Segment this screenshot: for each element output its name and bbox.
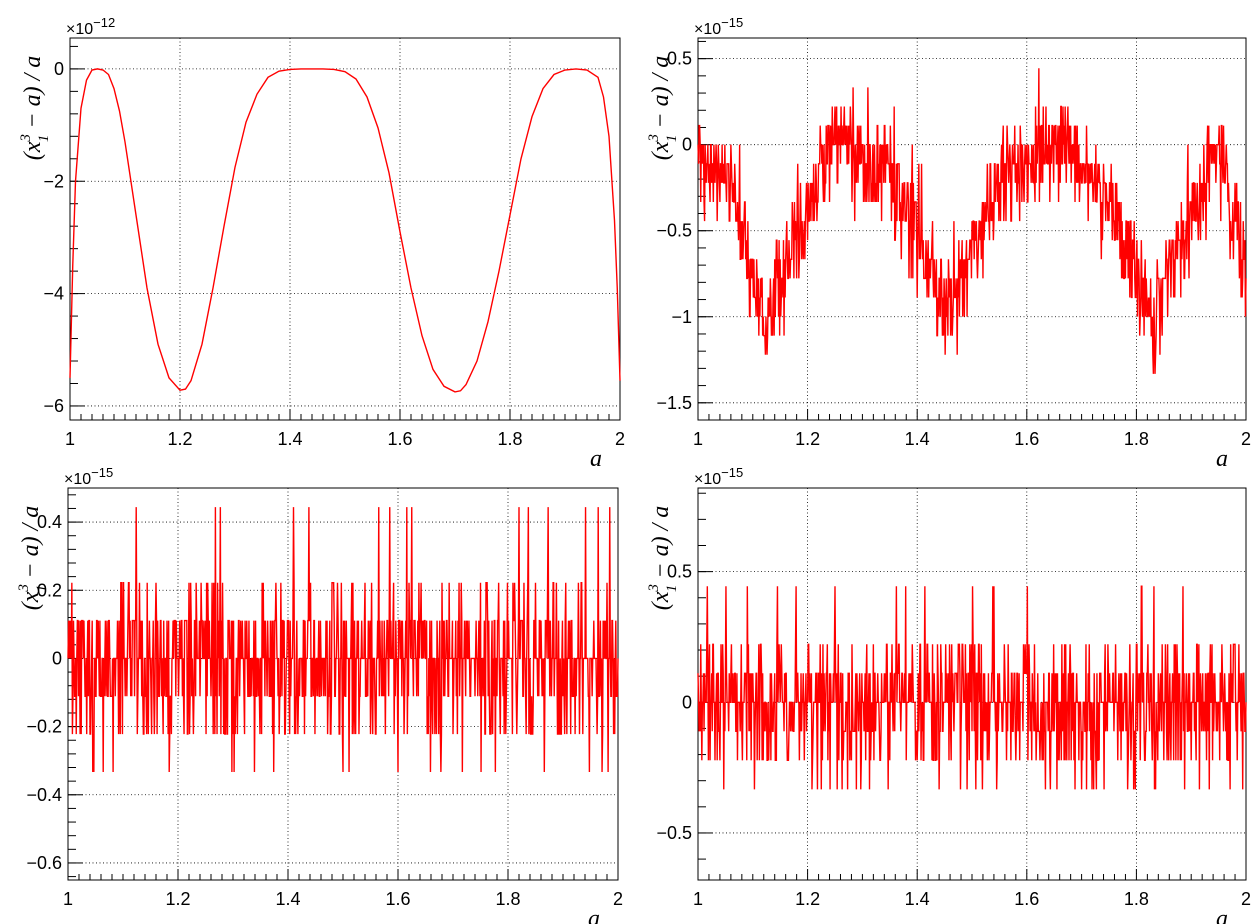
exponent-power: −15 bbox=[721, 15, 743, 30]
y-tick-label: −4 bbox=[43, 284, 64, 304]
y-axis-label-part: 1 bbox=[664, 585, 680, 593]
x-tick-label: 2 bbox=[615, 429, 625, 449]
y-axis-label-part: − a) / a bbox=[648, 506, 674, 585]
x-tick-label: 1.4 bbox=[277, 429, 302, 449]
plot-frame bbox=[69, 37, 621, 421]
data-series-line bbox=[697, 585, 1247, 790]
x-tick-label: 1.6 bbox=[387, 429, 412, 449]
y-axis-label-part: (x bbox=[648, 591, 674, 610]
panel-bottom-right: 1 1.2 1.4 1.6 1.8 2−0.500.5×10−15(x3 1 − a) / … bbox=[646, 465, 1251, 924]
y-tick-label: −0.2 bbox=[26, 717, 62, 737]
x-tick-label: 1.4 bbox=[905, 429, 930, 449]
panel-top-left: 1 1.2 1.4 1.6 1.8 2−6−4−20×10−12(x3 1 − a) / a… bbox=[18, 15, 625, 472]
y-axis-label: (x3 1 − a) / a bbox=[646, 56, 680, 161]
y-tick-label: 0 bbox=[682, 135, 692, 155]
y-tick-label: −0.5 bbox=[656, 221, 692, 241]
y-tick-label: −1.5 bbox=[656, 393, 692, 413]
x-axis-label: a bbox=[590, 446, 602, 472]
y-axis-label-part: − a) / a bbox=[20, 56, 46, 135]
y-axis-label-part: 1 bbox=[664, 135, 680, 143]
y-tick-label: 0 bbox=[682, 692, 692, 712]
y-axis-label-part: 3 bbox=[646, 584, 662, 593]
y-tick-label: −0.4 bbox=[26, 785, 62, 805]
y-tick-label: 0 bbox=[54, 59, 64, 79]
y-axis-label-part: 1 bbox=[36, 135, 52, 143]
y-tick-label: 0.5 bbox=[667, 49, 692, 69]
y-axis-label: (x3 1 − a) / a bbox=[16, 506, 50, 611]
exponent-label: ×10−15 bbox=[694, 15, 743, 38]
x-tick-label: 1.8 bbox=[497, 429, 522, 449]
x-tick-label: 1 bbox=[693, 889, 703, 909]
y-axis-label-part: − a) / a bbox=[648, 56, 674, 135]
x-tick-label: 2 bbox=[1241, 889, 1251, 909]
panel-top-right: 1 1.2 1.4 1.6 1.8 2−1.5−1−0.500.5×10−15(x3 1 −… bbox=[646, 15, 1251, 472]
exponent-base: ×10 bbox=[694, 21, 721, 38]
exponent-base: ×10 bbox=[694, 471, 721, 488]
exponent-base: ×10 bbox=[64, 471, 91, 488]
exponent-power: −15 bbox=[721, 465, 743, 480]
y-axis-label-part: 3 bbox=[646, 134, 662, 143]
x-tick-label: 1.2 bbox=[795, 429, 820, 449]
y-tick-label: 0.4 bbox=[37, 512, 62, 532]
data-series-line bbox=[69, 68, 621, 393]
y-axis-label-part: 3 bbox=[16, 584, 32, 593]
y-axis-label: (x3 1 − a) / a bbox=[18, 56, 52, 161]
x-tick-label: 1.6 bbox=[1014, 889, 1039, 909]
x-tick-label: 1.4 bbox=[275, 889, 300, 909]
x-axis-label: a bbox=[1216, 446, 1228, 472]
exponent-base: ×10 bbox=[66, 21, 93, 38]
y-tick-label: −1 bbox=[671, 307, 692, 327]
data-series-line bbox=[67, 507, 619, 772]
y-tick-label: −0.5 bbox=[656, 823, 692, 843]
y-axis-label: (x3 1 − a) / a bbox=[646, 506, 680, 611]
y-tick-label: −6 bbox=[43, 396, 64, 416]
y-tick-label: 0.5 bbox=[667, 562, 692, 582]
x-tick-label: 1.8 bbox=[1124, 889, 1149, 909]
x-tick-label: 1.2 bbox=[165, 889, 190, 909]
x-tick-label: 1 bbox=[63, 889, 73, 909]
panel-bottom-left: 1 1.2 1.4 1.6 1.8 2 −0.6 −0.4 −0.2 0 0.2 0.4 ×10−15 (… bbox=[16, 465, 623, 924]
data-series-line bbox=[697, 68, 1247, 374]
y-axis-label-part: (x bbox=[18, 591, 44, 610]
x-axis-label: a bbox=[588, 906, 600, 924]
y-axis-label-part: 1 bbox=[34, 585, 50, 593]
y-axis-label-part: 3 bbox=[18, 134, 34, 143]
x-tick-label: 2 bbox=[613, 889, 623, 909]
y-tick-label: −0.6 bbox=[26, 853, 62, 873]
x-tick-label: 1.6 bbox=[1014, 429, 1039, 449]
exponent-power: −12 bbox=[93, 15, 115, 30]
x-tick-label: 2 bbox=[1241, 429, 1251, 449]
y-tick-label: −2 bbox=[43, 171, 64, 191]
x-tick-label: 1.6 bbox=[385, 889, 410, 909]
x-tick-label: 1.4 bbox=[905, 889, 930, 909]
x-tick-label: 1.8 bbox=[1124, 429, 1149, 449]
x-tick-label: 1.8 bbox=[495, 889, 520, 909]
x-tick-label: 1 bbox=[693, 429, 703, 449]
y-tick-label: 0 bbox=[52, 648, 62, 668]
exponent-label: ×10−12 bbox=[66, 15, 115, 38]
x-tick-label: 1.2 bbox=[795, 889, 820, 909]
y-axis-label-part: (x bbox=[648, 141, 674, 160]
x-tick-label: 1 bbox=[65, 429, 75, 449]
y-axis-label-part: (x bbox=[20, 141, 46, 160]
exponent-label: ×10−15 bbox=[64, 465, 113, 488]
exponent-power: −15 bbox=[91, 465, 113, 480]
exponent-label: ×10−15 bbox=[694, 465, 743, 488]
x-axis-label: a bbox=[1216, 906, 1228, 924]
x-tick-label: 1.2 bbox=[167, 429, 192, 449]
y-tick-label: 0.2 bbox=[37, 580, 62, 600]
y-axis-label-part: − a) / a bbox=[18, 506, 44, 585]
